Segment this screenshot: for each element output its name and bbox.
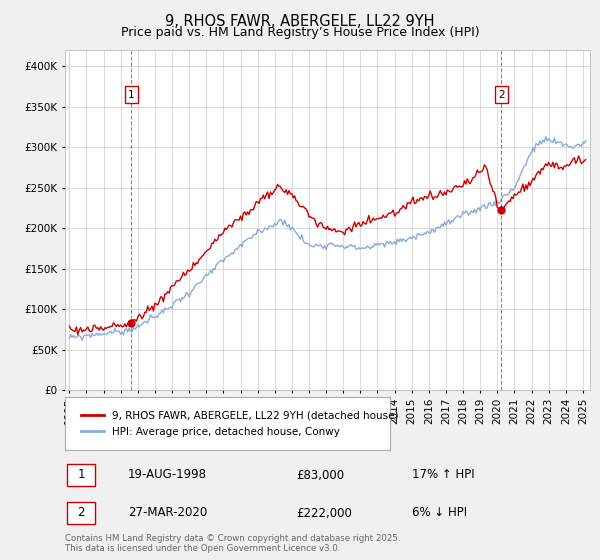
Text: 17% ↑ HPI: 17% ↑ HPI — [412, 469, 474, 482]
Text: £222,000: £222,000 — [296, 506, 352, 520]
Text: 2: 2 — [498, 90, 505, 100]
Bar — [67, 464, 95, 486]
Text: 27-MAR-2020: 27-MAR-2020 — [128, 506, 207, 520]
Bar — [67, 502, 95, 524]
Text: 2: 2 — [77, 506, 85, 520]
Text: 1: 1 — [128, 90, 135, 100]
Text: £83,000: £83,000 — [296, 469, 344, 482]
Text: 19-AUG-1998: 19-AUG-1998 — [128, 469, 207, 482]
Legend: 9, RHOS FAWR, ABERGELE, LL22 9YH (detached house), HPI: Average price, detached : 9, RHOS FAWR, ABERGELE, LL22 9YH (detach… — [77, 406, 403, 441]
Text: 9, RHOS FAWR, ABERGELE, LL22 9YH: 9, RHOS FAWR, ABERGELE, LL22 9YH — [165, 14, 435, 29]
Text: Price paid vs. HM Land Registry’s House Price Index (HPI): Price paid vs. HM Land Registry’s House … — [121, 26, 479, 39]
Text: 1: 1 — [77, 469, 85, 482]
Text: Contains HM Land Registry data © Crown copyright and database right 2025.
This d: Contains HM Land Registry data © Crown c… — [65, 534, 401, 553]
Text: 6% ↓ HPI: 6% ↓ HPI — [412, 506, 467, 520]
